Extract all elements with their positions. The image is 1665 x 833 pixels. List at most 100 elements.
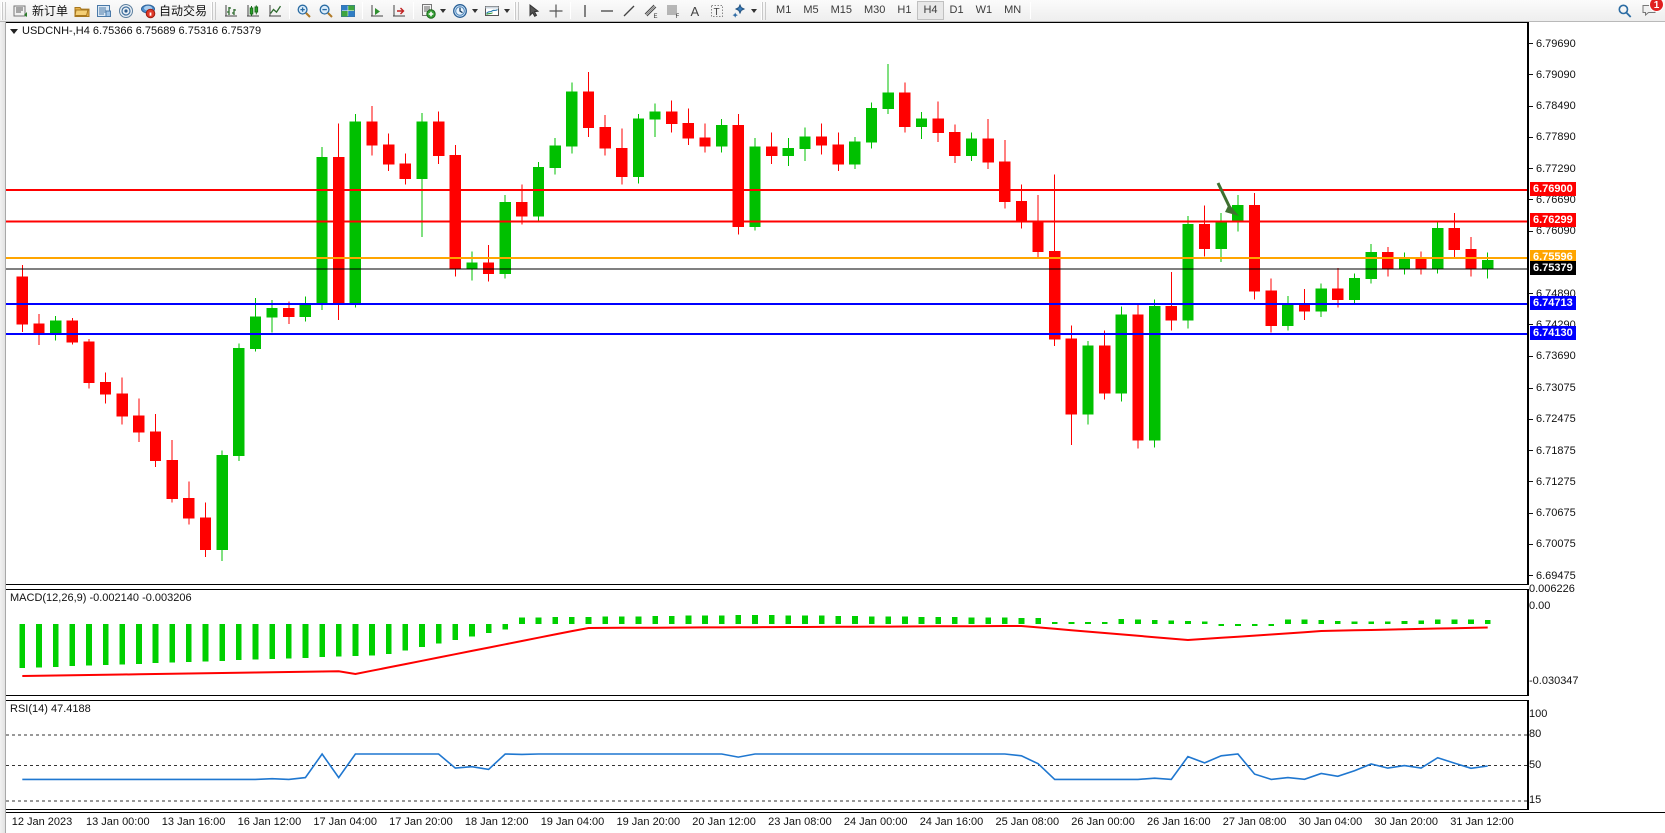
chevron-down-icon[interactable] (504, 8, 511, 13)
new-order-button[interactable]: 新订单 (10, 1, 71, 21)
price-tick: 6.73690 (1529, 350, 1576, 362)
price-tick-label: 6.77290 (1536, 162, 1576, 175)
price-tick: 6.69475 (1529, 570, 1576, 582)
time-axis-label: 13 Jan 16:00 (161, 816, 226, 828)
signals-button[interactable] (115, 1, 137, 21)
price-level-tag[interactable]: 6.75379 (1530, 261, 1576, 276)
price-level-tag[interactable]: 6.76900 (1530, 181, 1576, 196)
timeframe-m1-button[interactable]: M1 (776, 4, 792, 16)
text-label-button[interactable]: T (706, 1, 728, 21)
price-tick: 6.73075 (1529, 382, 1576, 394)
price-level-tag[interactable]: 6.76299 (1530, 213, 1576, 228)
chevron-down-icon[interactable] (440, 8, 447, 13)
timeframe-m15-button[interactable]: M15 (830, 4, 852, 16)
trendline-button[interactable] (618, 1, 640, 21)
auto-scroll-icon (371, 4, 384, 16)
chart-tools-grip[interactable] (211, 1, 219, 20)
zoom-out-icon (319, 4, 333, 18)
cursor-arrow-icon (529, 3, 540, 17)
text-tool-button[interactable]: A (684, 1, 706, 21)
timeframe-h4-button[interactable]: H4 (917, 1, 944, 20)
vertical-line-button[interactable] (574, 1, 596, 21)
auto-trading-button[interactable]: 自动交易 (137, 1, 210, 21)
zoom-in-button[interactable] (293, 1, 315, 21)
price-level-tag[interactable]: 6.75596 (1530, 249, 1576, 264)
notifications-button[interactable]: 1 (1641, 0, 1664, 20)
chart-menu-caret-icon[interactable] (10, 28, 18, 34)
timeframe-h1-button[interactable]: H1 (897, 4, 912, 16)
templates-button[interactable] (481, 1, 513, 21)
time-axis-label: 13 Jan 00:00 (85, 816, 150, 828)
timeframe-w1-button[interactable]: W1 (975, 4, 993, 16)
candlestick-icon (247, 4, 260, 16)
rsi-pane[interactable]: RSI(14) 47.4188 (6, 700, 1528, 810)
history-button[interactable] (71, 1, 93, 21)
chart-shift-icon (393, 4, 406, 16)
time-axis-label: 19 Jan 04:00 (540, 816, 605, 828)
candle (199, 502, 212, 558)
macd-tick-label: -0.030347 (1529, 675, 1579, 687)
chart-shift-button[interactable] (388, 1, 410, 21)
price-level-tag[interactable]: 6.74130 (1530, 326, 1576, 341)
horizontal-line-button[interactable] (596, 1, 618, 21)
indicators-button[interactable] (417, 1, 449, 21)
macd-tick-label: 0.006226 (1529, 583, 1575, 595)
line-chart-button[interactable] (264, 1, 286, 21)
candle (649, 103, 661, 137)
trend-arrow-annotation[interactable] (1216, 182, 1239, 216)
new-order-label: 新订单 (32, 4, 69, 18)
price-tick-label: 6.73690 (1536, 350, 1576, 363)
news-button[interactable] (93, 1, 115, 21)
price-tick-label: 6.71875 (1536, 444, 1576, 457)
auto-scroll-button[interactable] (366, 1, 388, 21)
candle (399, 153, 412, 185)
toolbar-grip[interactable] (1, 1, 8, 20)
symbol-header[interactable]: USDCNH-,H4 6.75366 6.75689 6.75316 6.753… (10, 25, 261, 37)
data-window-button[interactable] (337, 1, 359, 21)
time-axis-label: 27 Jan 08:00 (1222, 816, 1287, 828)
template-icon (485, 5, 500, 16)
price-tick-label: 6.76090 (1536, 225, 1576, 238)
grid-table-icon (341, 4, 356, 17)
zoom-out-button[interactable] (315, 1, 337, 21)
crosshair-tool-button[interactable] (545, 1, 567, 21)
search-icon[interactable] (1617, 3, 1633, 19)
time-axis-label: 16 Jan 12:00 (237, 816, 302, 828)
cursor-tool-button[interactable] (523, 1, 545, 21)
rsi-tick-label: 80 (1529, 728, 1542, 741)
candle (1465, 236, 1477, 277)
timeframe-m30-button[interactable]: M30 (864, 4, 886, 16)
candle (582, 72, 595, 137)
bar-chart-button[interactable] (220, 1, 242, 21)
candle (915, 111, 928, 139)
candle (849, 136, 861, 170)
candle (299, 296, 312, 322)
candle (1248, 193, 1261, 300)
price-axis[interactable]: 6.79690 6.79090 6.78490 6.77890 6.77290 6.766… (1528, 22, 1665, 585)
timeframe-m5-button[interactable]: M5 (803, 4, 819, 16)
timeframe-grip[interactable] (761, 1, 769, 20)
objects-list-button[interactable] (728, 1, 760, 21)
candle (1115, 306, 1127, 402)
candle (1082, 341, 1094, 425)
price-level-tag[interactable]: 6.74713 (1530, 295, 1576, 310)
drawing-tools-grip[interactable] (514, 1, 522, 20)
rsi-label: RSI(14) 47.4188 (10, 703, 91, 715)
candle (1315, 283, 1327, 318)
chevron-down-icon[interactable] (751, 8, 758, 13)
fibonacci-button[interactable]: F (662, 1, 684, 21)
candlestick-chart-button[interactable] (242, 1, 264, 21)
chart-left-grip[interactable] (0, 22, 6, 833)
price-pane[interactable]: USDCNH-,H4 6.75366 6.75689 6.75316 6.753… (6, 22, 1528, 585)
period-button[interactable] (449, 1, 481, 21)
macd-pane[interactable]: MACD(12,26,9) -0.002140 -0.003206 (6, 589, 1528, 696)
main-toolbar: 新订单 (0, 0, 1665, 22)
auto-trading-label: 自动交易 (159, 4, 208, 18)
timeframe-d1-button[interactable]: D1 (949, 4, 964, 16)
time-axis[interactable]: 12 Jan 2023 13 Jan 00:00 13 Jan 16:00 16 Ja… (6, 812, 1665, 833)
price-tick: 6.77290 (1529, 163, 1576, 175)
chevron-down-icon[interactable] (472, 8, 479, 13)
candle (1332, 268, 1344, 308)
timeframe-mn-button[interactable]: MN (1004, 4, 1022, 16)
equidistant-channel-button[interactable]: E (640, 1, 662, 21)
